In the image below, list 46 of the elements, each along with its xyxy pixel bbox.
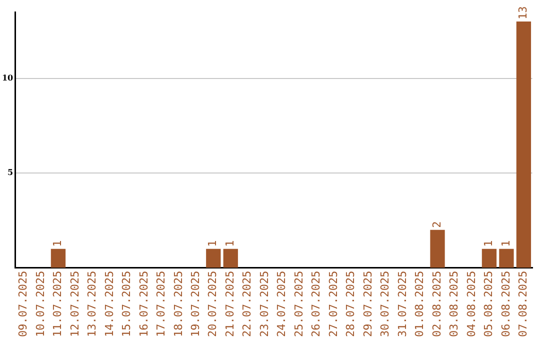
x-tick-label: 11.07.2025 [51, 270, 64, 338]
data-label: 13 [516, 6, 530, 20]
x-tick-label: 19.07.2025 [189, 270, 202, 338]
x-tick-label: 02.08.2025 [430, 270, 444, 338]
data-label: 1 [206, 240, 220, 247]
x-tick-label: 18.07.2025 [172, 270, 185, 338]
x-tick-label: 07.08.2025 [516, 270, 530, 338]
x-tick-label: 13.07.2025 [86, 270, 99, 338]
x-tick-label: 27.07.2025 [326, 270, 340, 338]
x-tick-label: 12.07.2025 [68, 270, 82, 338]
x-tick-label: 29.07.2025 [361, 270, 374, 338]
bar [223, 248, 238, 268]
x-tick-label: 30.07.2025 [378, 270, 392, 338]
bar [430, 230, 445, 268]
x-tick-label: 31.07.2025 [396, 270, 409, 338]
x-tick-label: 04.08.2025 [464, 270, 478, 338]
y-tick-label: 10 [2, 72, 14, 82]
x-tick-label: 23.07.2025 [258, 270, 271, 338]
data-label: 1 [499, 240, 512, 247]
x-tick-label: 17.07.2025 [154, 270, 168, 338]
bar [516, 21, 532, 268]
x-tick-label: 03.08.2025 [448, 270, 461, 338]
bar [50, 248, 66, 268]
x-tick-label: 25.07.2025 [292, 270, 306, 338]
x-tick-label: 28.07.2025 [344, 270, 358, 338]
x-tick-label: 01.08.2025 [413, 270, 426, 338]
x-tick-label: 20.07.2025 [206, 270, 220, 338]
x-tick-label: 16.07.2025 [137, 270, 150, 338]
bar [206, 248, 221, 268]
x-tick-label: 14.07.2025 [102, 270, 116, 338]
data-label: 1 [51, 240, 64, 247]
x-tick-label: 24.07.2025 [275, 270, 288, 338]
data-label: 2 [430, 221, 444, 228]
x-tick-label: 10.07.2025 [34, 270, 47, 338]
x-tick-label: 21.07.2025 [223, 270, 236, 338]
x-tick-label: 05.08.2025 [482, 270, 496, 338]
data-label: 1 [223, 240, 236, 247]
y-tick-label: 5 [8, 167, 14, 178]
x-tick-label: 26.07.2025 [310, 270, 323, 338]
data-label: 1 [482, 240, 496, 247]
bar [482, 248, 497, 268]
x-tick-label: 06.08.2025 [499, 270, 512, 338]
bar [499, 248, 514, 268]
x-tick-label: 22.07.2025 [240, 270, 254, 338]
x-tick-label: 09.07.2025 [16, 270, 30, 338]
x-tick-label: 15.07.2025 [120, 270, 134, 338]
